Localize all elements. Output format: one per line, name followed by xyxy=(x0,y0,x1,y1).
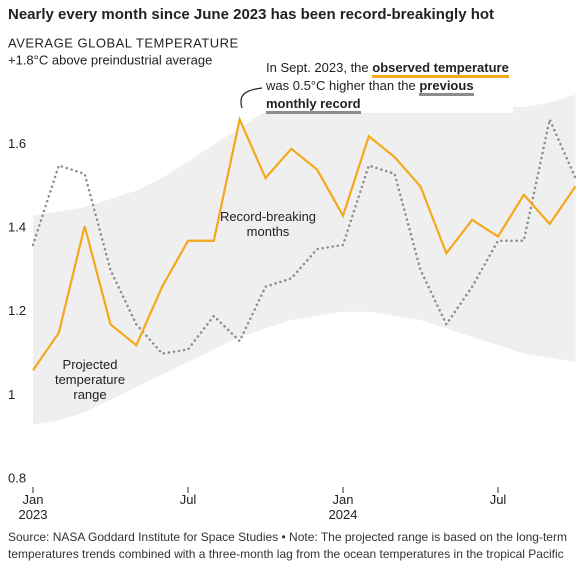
series-line xyxy=(32,115,577,371)
annotation-line: range xyxy=(73,387,106,402)
annotation: Record-breaking months xyxy=(220,209,316,239)
callout-arrow xyxy=(240,87,263,109)
annotation-line: months xyxy=(247,224,290,239)
annotation: Projected temperature range xyxy=(55,357,125,402)
y-tick-label: +1.8°C above preindustrial average xyxy=(8,52,212,67)
callout: In Sept. 2023, the observed temperature w… xyxy=(262,59,513,114)
series-line xyxy=(31,115,577,355)
x-tick-text: Jul xyxy=(490,492,507,507)
callout-text: observed temperature xyxy=(372,60,509,78)
source: Source: NASA Goddard Institute for Space… xyxy=(8,530,567,561)
callout-text: monthly record xyxy=(266,96,361,114)
y-tick-label: 1.6 xyxy=(8,136,26,151)
callout-text: In Sept. 2023, the xyxy=(266,60,373,75)
chart-title: Nearly every month since June 2023 has b… xyxy=(8,6,494,23)
x-tick-label: Jan 2024 xyxy=(329,492,358,522)
callout-line: In Sept. 2023, the observed temperature xyxy=(266,59,509,78)
callout-line: monthly record xyxy=(266,95,509,114)
x-tick-text: Jul xyxy=(180,492,197,507)
x-tick-label: Jul xyxy=(490,492,507,507)
x-tick-text: Jan xyxy=(333,492,354,507)
x-tick-text: 2024 xyxy=(329,507,358,522)
subtitle: AVERAGE GLOBAL TEMPERATURE xyxy=(8,35,239,50)
y-tick-label: 1 xyxy=(8,387,15,402)
callout-text: was 0.5°C higher than the xyxy=(266,78,420,93)
annotation-line: Projected xyxy=(63,357,118,372)
annotation-line: temperature xyxy=(55,372,125,387)
annotation-line: Record-breaking xyxy=(220,209,316,224)
callout-text: previous xyxy=(419,78,474,96)
callout-line: was 0.5°C higher than the previous xyxy=(266,77,509,96)
projected-range xyxy=(33,86,576,425)
x-tick-text: Jan xyxy=(23,492,44,507)
x-tick-label: Jul xyxy=(180,492,197,507)
y-tick-label: 1.4 xyxy=(8,220,26,235)
y-tick-label: 0.8 xyxy=(8,470,26,485)
y-tick-label: 1.2 xyxy=(8,303,26,318)
x-tick-label: Jan 2023 xyxy=(19,492,48,522)
x-tick-text: 2023 xyxy=(19,507,48,522)
